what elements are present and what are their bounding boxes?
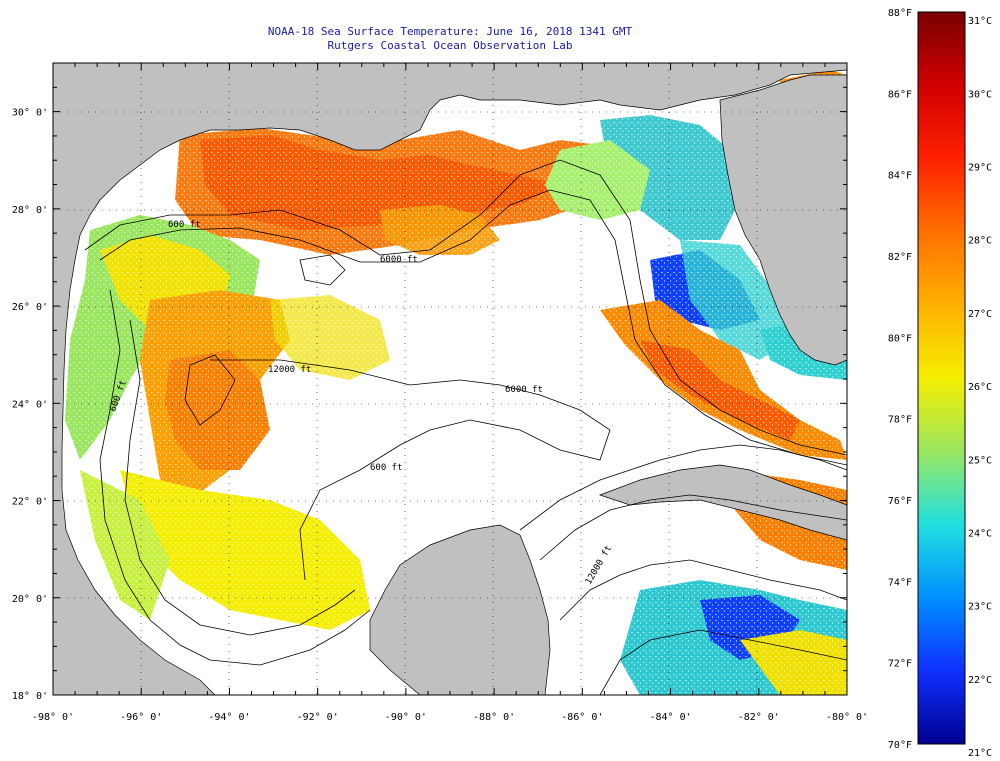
axis-ticks bbox=[52, 62, 848, 696]
longitude-label: -94° 0' bbox=[208, 712, 250, 723]
latitude-label: 28° 0' bbox=[12, 205, 48, 216]
latitude-label: 26° 0' bbox=[12, 302, 48, 313]
longitude-label: -80° 0' bbox=[826, 712, 868, 723]
map-title-line2: Rutgers Coastal Ocean Observation Lab bbox=[327, 39, 573, 52]
bathymetry-contours bbox=[84, 159, 847, 695]
latitude-labels: 30° 0' 28° 0' 26° 0' 24° 0' 22° 0' 20° 0' 18° … bbox=[12, 108, 48, 702]
longitude-label: -92° 0' bbox=[297, 712, 339, 723]
longitude-label: -84° 0' bbox=[649, 712, 691, 723]
latitude-label: 22° 0' bbox=[12, 497, 48, 508]
latitude-label: 20° 0' bbox=[12, 594, 48, 605]
contour-label: 12000 ft bbox=[268, 365, 311, 375]
latitude-label: 24° 0' bbox=[12, 399, 48, 410]
longitude-labels: -98° 0' -96° 0' -94° 0' -92° 0' -90° 0' -88° … bbox=[32, 712, 868, 723]
contour-label: 6000 ft bbox=[505, 385, 543, 395]
latitude-label: 30° 0' bbox=[12, 108, 48, 119]
longitude-label: -96° 0' bbox=[120, 712, 162, 723]
contour-label: 600 ft bbox=[168, 220, 201, 230]
land bbox=[53, 63, 847, 695]
longitude-label: -86° 0' bbox=[561, 712, 603, 723]
contour-label: 6000 ft bbox=[380, 255, 418, 265]
latitude-label: 18° 0' bbox=[12, 691, 48, 702]
map-title-line1: NOAA-18 Sea Surface Temperature: June 16… bbox=[267, 25, 633, 38]
longitude-label: -90° 0' bbox=[385, 712, 427, 723]
longitude-label: -82° 0' bbox=[738, 712, 780, 723]
map-area: 600 ft 6000 ft 12000 ft 6000 ft 600 ft 6… bbox=[53, 63, 847, 695]
longitude-label: -88° 0' bbox=[473, 712, 515, 723]
longitude-label: -98° 0' bbox=[32, 712, 74, 723]
contour-label: 600 ft bbox=[370, 463, 403, 473]
graticule bbox=[53, 63, 847, 695]
